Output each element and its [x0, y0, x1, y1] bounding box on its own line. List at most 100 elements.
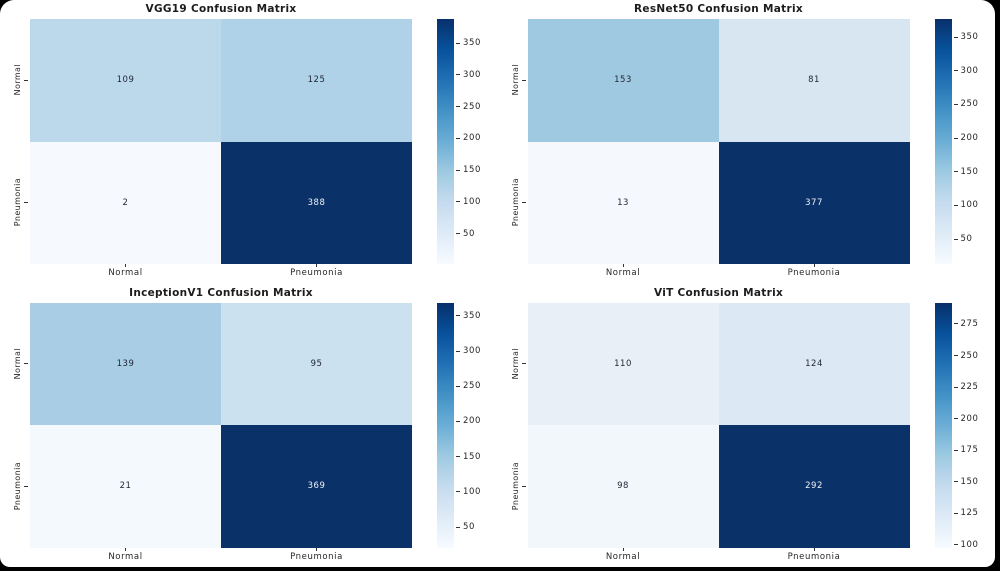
colorbar-tick-label: 150	[960, 476, 979, 487]
colorbar-tick-mark	[456, 233, 460, 235]
colorbar-tick-label: 250	[463, 381, 482, 392]
colorbar-tick-mark	[456, 456, 460, 458]
colorbar-tick-label: 225	[960, 382, 979, 393]
heatmap: 109 125 2 388	[30, 19, 412, 264]
matrix-cell-fn: 98	[527, 425, 719, 548]
y-tick-mark	[24, 485, 28, 487]
colorbar-tick-mark	[456, 385, 460, 387]
y-tick-label: Pneumonia	[510, 461, 520, 511]
x-tick-mark	[125, 547, 126, 551]
x-tick-label: Pneumonia	[290, 268, 343, 278]
x-tick-label: Pneumonia	[787, 551, 841, 562]
x-axis: Normal Pneumonia	[30, 547, 412, 566]
y-tick-mark	[24, 79, 28, 81]
x-axis: Normal Pneumonia	[528, 547, 910, 566]
colorbar-tick-label: 50	[463, 522, 476, 533]
colorbar-tick-mark	[456, 74, 460, 76]
matrix-cell-fp: 125	[221, 19, 412, 142]
x-tick-label: Normal	[108, 551, 143, 562]
colorbar-tick-label: 125	[960, 508, 979, 519]
colorbar-tick-mark	[456, 526, 460, 528]
chart-title: ResNet50 Confusion Matrix	[634, 3, 803, 15]
colorbar-tick: 300	[953, 65, 979, 76]
colorbar-tick-label: 50	[463, 228, 476, 239]
colorbar-tick: 100	[456, 197, 481, 207]
colorbar-tick-mark	[456, 137, 460, 139]
y-tick-normal: Normal	[498, 19, 526, 141]
colorbar-tick-mark	[953, 70, 958, 72]
panel-inceptionv1: InceptionV1 Confusion Matrix Normal Pneu…	[0, 284, 498, 568]
colorbar-tick: 200	[953, 413, 979, 424]
matrix-cell-tp: 292	[718, 425, 910, 548]
matrix-cell-fp: 124	[718, 302, 910, 425]
colorbar-tick-label: 275	[960, 318, 979, 329]
y-tick-label: Normal	[13, 64, 22, 96]
colorbar-tick-label: 250	[960, 99, 979, 110]
x-tick-mark	[813, 264, 815, 267]
colorbar-ticks: 50 100 150 200 250 300 350	[456, 19, 496, 264]
colorbar-tick-label: 350	[463, 38, 482, 49]
colorbar-tick-label: 150	[960, 166, 979, 177]
heatmap: 110 124 98 292	[527, 302, 910, 548]
colorbar-tick-mark	[456, 169, 460, 171]
colorbar-tick: 250	[456, 102, 481, 112]
colorbar-tick: 100	[456, 487, 481, 497]
x-axis: Normal Pneumonia	[30, 264, 412, 282]
matrix-cell-tn: 139	[30, 302, 221, 425]
colorbar-tick-label: 200	[463, 133, 482, 144]
colorbar-tick: 275	[953, 318, 979, 329]
x-axis: Normal Pneumonia	[528, 264, 910, 282]
x-tick-label: Normal	[605, 551, 641, 562]
colorbar-tick-label: 200	[960, 413, 979, 424]
colorbar	[437, 19, 454, 264]
matrix-cell-tn: 153	[527, 19, 719, 142]
colorbar-tick: 300	[456, 70, 481, 80]
x-tick-pneumonia: Pneumonia	[221, 547, 412, 566]
x-tick-mark	[622, 264, 624, 267]
colorbar-tick-label: 250	[960, 350, 979, 361]
colorbar-tick-label: 300	[960, 65, 979, 76]
colorbar-tick-label: 100	[463, 486, 482, 497]
colorbar-tick: 50	[953, 234, 973, 245]
colorbar-tick-mark	[456, 42, 460, 44]
colorbar-tick: 250	[953, 350, 979, 361]
colorbar-tick-label: 100	[960, 539, 979, 550]
colorbar-tick-label: 350	[463, 310, 482, 321]
matrix-cell-fp: 81	[718, 19, 910, 142]
x-tick-pneumonia: Pneumonia	[719, 547, 910, 566]
colorbar-tick-mark	[456, 106, 460, 108]
colorbar-tick-label: 50	[960, 234, 973, 245]
colorbar-tick: 100	[953, 539, 979, 550]
colorbar-tick: 100	[953, 200, 979, 210]
y-tick-mark	[521, 79, 526, 81]
x-tick-pneumonia: Pneumonia	[221, 264, 412, 282]
colorbar-tick-mark	[456, 315, 460, 317]
colorbar	[437, 302, 454, 548]
colorbar-ticks: 50 100 150 200 250 300 350	[953, 19, 994, 264]
y-tick-label: Pneumonia	[510, 178, 520, 227]
heatmap: 139 95 21 369	[30, 302, 412, 548]
colorbar-tick-mark	[456, 350, 460, 352]
colorbar-tick: 175	[953, 445, 979, 455]
colorbar-tick-label: 300	[463, 69, 482, 80]
y-tick-mark	[24, 363, 28, 364]
colorbar	[934, 19, 952, 264]
colorbar-tick: 150	[953, 166, 979, 177]
colorbar-tick: 50	[456, 522, 475, 532]
y-tick-pneumonia: Pneumonia	[0, 141, 28, 264]
matrix-cell-fn: 13	[527, 141, 719, 264]
y-tick-label: Normal	[510, 347, 520, 380]
x-tick-mark	[622, 547, 624, 551]
chart-title: InceptionV1 Confusion Matrix	[129, 286, 313, 299]
y-tick-label: Normal	[510, 64, 520, 96]
matrix-cell-tn: 110	[527, 302, 719, 425]
x-tick-normal: Normal	[30, 264, 221, 282]
x-tick-pneumonia: Pneumonia	[719, 264, 910, 282]
colorbar-tick: 200	[953, 133, 979, 143]
y-tick-pneumonia: Pneumonia	[498, 425, 526, 548]
colorbar-tick-label: 250	[463, 101, 482, 112]
colorbar-tick-mark	[953, 418, 958, 420]
x-tick-mark	[813, 547, 815, 551]
colorbar-ticks: 100 125 150 175 200 225 250 275	[953, 303, 994, 550]
